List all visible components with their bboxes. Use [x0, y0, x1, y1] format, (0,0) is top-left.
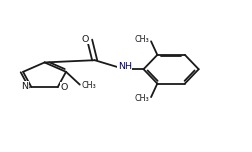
Text: CH₃: CH₃: [82, 81, 97, 90]
Text: CH₃: CH₃: [134, 94, 149, 103]
Text: N: N: [21, 82, 28, 91]
Text: O: O: [60, 83, 68, 92]
Text: NH: NH: [118, 62, 132, 71]
Text: CH₃: CH₃: [134, 35, 149, 44]
Text: O: O: [81, 35, 88, 44]
